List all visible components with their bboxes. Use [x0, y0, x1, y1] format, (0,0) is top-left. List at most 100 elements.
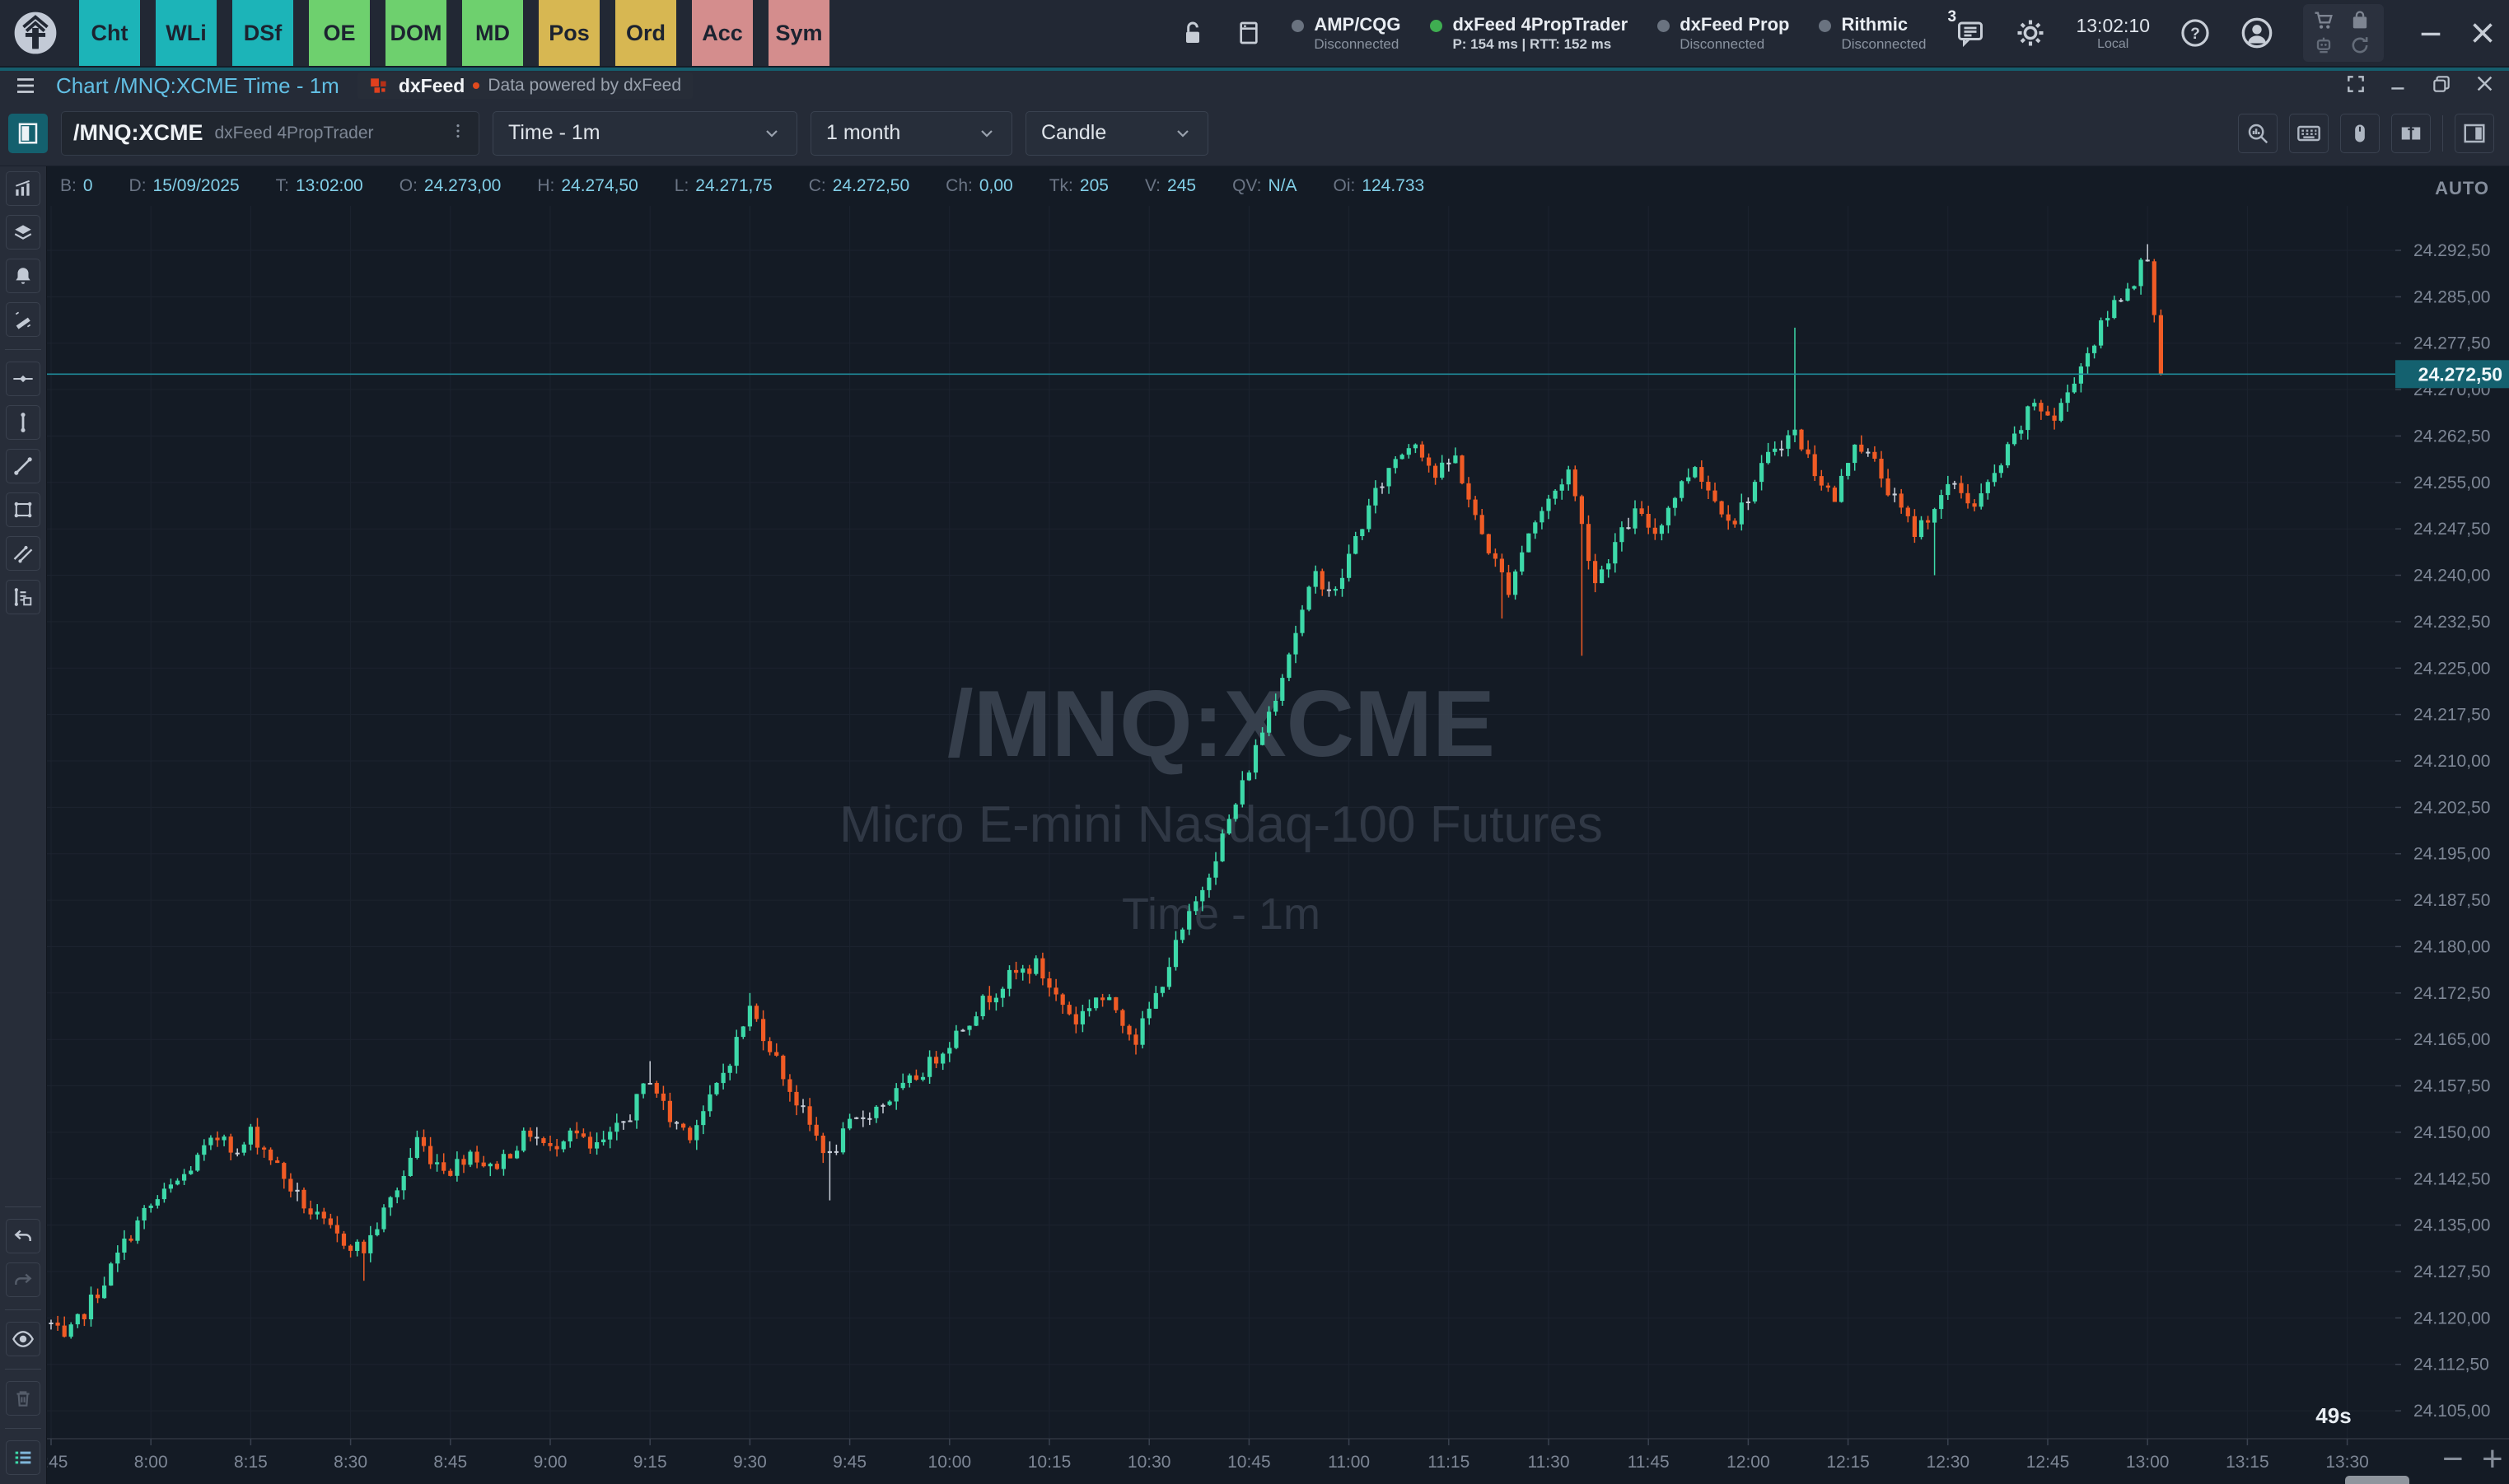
connection-amp-cqg[interactable]: AMP/CQG Disconnected: [1292, 13, 1400, 53]
time-axis-label[interactable]: 10:15: [1028, 1453, 1072, 1472]
price-axis-label[interactable]: 24.150,00: [2413, 1123, 2490, 1142]
nav-dsf-button[interactable]: DSf: [232, 0, 293, 66]
time-axis-label[interactable]: 9:30: [733, 1453, 767, 1472]
bot-icon[interactable]: [2311, 34, 2336, 57]
lock-icon[interactable]: [1180, 19, 1206, 47]
time-axis-label[interactable]: 13:00: [2126, 1453, 2170, 1472]
shop-cart-icon[interactable]: [2311, 9, 2336, 32]
price-axis-label[interactable]: 24.127,50: [2413, 1262, 2490, 1281]
price-axis-label[interactable]: 24.247,50: [2413, 520, 2490, 539]
help-icon[interactable]: ?: [2180, 17, 2211, 49]
time-axis-label[interactable]: 10:00: [928, 1453, 972, 1472]
price-axis-label[interactable]: 24.202,50: [2413, 798, 2490, 817]
price-axis-label[interactable]: 24.157,50: [2413, 1077, 2490, 1096]
refresh-icon[interactable]: [2348, 34, 2372, 57]
vertical-line-tool-button[interactable]: [6, 405, 40, 440]
chart-titlebar[interactable]: Chart /MNQ:XCME Time - 1m dxFeed Data po…: [0, 71, 2509, 100]
close-chart-icon[interactable]: [2474, 72, 2496, 99]
restore-chart-icon[interactable]: [2431, 73, 2452, 99]
price-axis-label[interactable]: 24.262,50: [2413, 427, 2490, 446]
nav-order-entry-button[interactable]: OE: [309, 0, 370, 66]
time-axis-label[interactable]: 11:15: [1427, 1453, 1469, 1472]
time-axis-label[interactable]: 12:00: [1726, 1453, 1770, 1472]
symbol-selector[interactable]: /MNQ:XCME dxFeed 4PropTrader: [61, 110, 479, 156]
nav-symbols-button[interactable]: Sym: [769, 0, 829, 66]
price-axis-label[interactable]: 24.180,00: [2413, 937, 2490, 956]
zoom-in-button[interactable]: +: [2482, 1439, 2503, 1479]
user-account-icon[interactable]: [2240, 16, 2273, 49]
price-axis-label[interactable]: 24.225,00: [2413, 659, 2490, 678]
redo-button[interactable]: [6, 1262, 40, 1297]
draw-pencil-button[interactable]: [6, 302, 40, 337]
price-axis-label[interactable]: 24.292,50: [2413, 241, 2490, 260]
time-axis-label[interactable]: 8:45: [433, 1453, 467, 1472]
candlestick-chart[interactable]: /MNQ:XCME Micro E-mini Nasdaq-100 Futures…: [47, 206, 2509, 1484]
price-axis-label[interactable]: 24.217,50: [2413, 706, 2490, 725]
time-axis-label[interactable]: 12:15: [1826, 1453, 1870, 1472]
time-axis-label[interactable]: 13:30: [2325, 1453, 2369, 1472]
fullscreen-icon[interactable]: [2345, 73, 2366, 99]
time-axis-label[interactable]: 8:30: [334, 1453, 367, 1472]
drawing-list-button[interactable]: [6, 580, 40, 614]
price-axis-label[interactable]: 24.232,50: [2413, 613, 2490, 632]
nav-market-depth-button[interactable]: MD: [462, 0, 523, 66]
nav-watchlist-button[interactable]: WLi: [156, 0, 217, 66]
workspace-icon[interactable]: [1236, 19, 1262, 47]
chart-type-dropdown[interactable]: Candle: [1026, 110, 1208, 156]
settings-gear-icon[interactable]: [2015, 17, 2046, 49]
time-axis-label[interactable]: 12:45: [2026, 1453, 2070, 1472]
horizontal-line-tool-button[interactable]: [6, 362, 40, 396]
time-axis-label[interactable]: 10:45: [1227, 1453, 1271, 1472]
nav-positions-button[interactable]: Pos: [539, 0, 600, 66]
timeframe-dropdown[interactable]: Time - 1m: [493, 110, 797, 156]
range-dropdown[interactable]: 1 month: [811, 110, 1012, 156]
price-axis-label[interactable]: 24.112,50: [2413, 1356, 2489, 1374]
indicators-button[interactable]: [6, 171, 40, 206]
price-axis-label[interactable]: 24.255,00: [2413, 474, 2490, 492]
messages-icon[interactable]: 3: [1947, 8, 1985, 48]
time-axis-label[interactable]: 8:15: [234, 1453, 268, 1472]
connection-rithmic[interactable]: Rithmic Disconnected: [1819, 13, 1926, 53]
delete-trash-button[interactable]: [6, 1381, 40, 1416]
minimize-app-icon[interactable]: [2417, 19, 2445, 47]
minimize-chart-icon[interactable]: [2388, 73, 2409, 99]
time-axis-label[interactable]: 11:30: [1528, 1453, 1570, 1472]
panel-list-button[interactable]: [6, 1440, 40, 1475]
horizontal-scrollbar-thumb[interactable]: [2345, 1476, 2409, 1484]
price-axis-label[interactable]: 24.105,00: [2413, 1402, 2490, 1421]
price-axis-label[interactable]: 24.210,00: [2413, 752, 2490, 771]
price-axis-label[interactable]: 24.120,00: [2413, 1309, 2490, 1328]
price-axis-label[interactable]: 24.277,50: [2413, 334, 2490, 353]
time-axis-label[interactable]: 9:15: [633, 1453, 667, 1472]
time-axis-label[interactable]: 13:15: [2226, 1453, 2269, 1472]
price-axis-label[interactable]: 24.285,00: [2413, 287, 2490, 306]
mouse-settings-button[interactable]: [2340, 113, 2380, 153]
trend-line-tool-button[interactable]: [6, 449, 40, 483]
time-axis-label[interactable]: 11:45: [1628, 1453, 1670, 1472]
axis-auto-mode-label[interactable]: AUTO: [2435, 178, 2489, 198]
price-axis-label[interactable]: 24.135,00: [2413, 1216, 2490, 1235]
time-axis-label[interactable]: 7:45: [47, 1453, 68, 1472]
price-axis-label[interactable]: 24.165,00: [2413, 1030, 2490, 1049]
kebab-menu-icon[interactable]: [449, 119, 467, 147]
time-axis-label[interactable]: 10:30: [1128, 1453, 1171, 1472]
price-axis-label[interactable]: 24.142,50: [2413, 1169, 2490, 1188]
undo-button[interactable]: [6, 1219, 40, 1253]
alerts-bell-button[interactable]: [6, 259, 40, 293]
layers-button[interactable]: [6, 215, 40, 250]
price-axis-label[interactable]: 24.195,00: [2413, 845, 2490, 864]
nav-dom-button[interactable]: DOM: [385, 0, 446, 66]
price-axis-label[interactable]: 24.187,50: [2413, 891, 2490, 910]
price-axis-label[interactable]: 24.240,00: [2413, 567, 2490, 586]
keyboard-shortcuts-button[interactable]: [2289, 113, 2329, 153]
connection-dxfeed-4proptrader[interactable]: dxFeed 4PropTrader P: 154 ms | RTT: 152 …: [1430, 13, 1628, 53]
active-panel-button[interactable]: [8, 113, 48, 153]
time-axis-label[interactable]: 11:00: [1328, 1453, 1370, 1472]
nav-accounts-button[interactable]: Acc: [692, 0, 753, 66]
channel-tool-button[interactable]: [6, 536, 40, 571]
shop-bag-icon[interactable]: [2348, 9, 2372, 32]
rectangle-tool-button[interactable]: [6, 492, 40, 527]
time-axis-label[interactable]: 9:00: [534, 1453, 568, 1472]
zoom-out-button[interactable]: −: [2442, 1439, 2464, 1479]
